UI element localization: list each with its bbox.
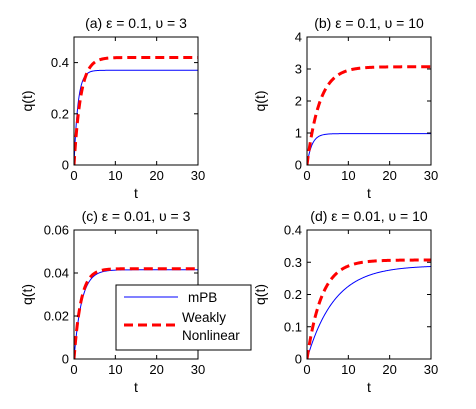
x-tick-label: 20 [149,168,163,183]
y-tick-label: 0.02 [44,309,69,324]
y-tick-label: 0.2 [51,106,69,121]
panel-2: (c) ε = 0.01, υ = 3 0 10 20 30 0 0.02 0.04 0.06 t… [19,208,205,395]
y-tick-label: 2 [295,94,302,109]
x-axis-label: t [367,185,371,201]
series-line-weakly-nonlinear [74,267,198,359]
x-tick-label: 10 [341,168,355,183]
x-tick-label: 10 [341,362,355,377]
x-tick-label: 20 [382,362,396,377]
y-tick-label: 0.4 [51,55,69,70]
y-tick-label: 0.06 [44,223,69,238]
series-line-mpb [74,69,198,165]
y-axis-label: q(t) [252,284,268,305]
panel-title: (c) ε = 0.01, υ = 3 [82,208,191,224]
y-tick-label: 0.4 [284,223,302,238]
x-axis-label: t [367,379,371,395]
x-tick-label: 30 [424,168,438,183]
x-tick-label: 20 [149,362,163,377]
x-tick-label: 30 [191,362,205,377]
x-tick-label: 30 [424,362,438,377]
series-line-weakly-nonlinear [307,65,431,165]
y-tick-label: 0.1 [284,319,302,334]
y-tick-label: 0.3 [284,255,302,270]
series-line-weakly-nonlinear [74,55,198,165]
y-tick-label: 0.2 [284,287,302,302]
legend-label-weakly-nonlinear: Weakly Nonlinear [182,310,240,343]
panel-0: (a) ε = 0.1, υ = 3 0 10 20 30 0 0.2 0.4 t q(t) [19,15,205,201]
y-tick-label: 4 [295,30,302,45]
series-line-mpb [307,266,431,359]
x-tick-label: 0 [70,168,77,183]
y-tick-label: 0 [295,158,302,173]
series-line-mpb [307,133,431,165]
legend-label-mpb: mPB [188,290,217,305]
axes-frame [306,229,432,360]
axes-frame [73,36,199,166]
y-tick-label: 0 [295,352,302,367]
x-tick-label: 10 [108,168,122,183]
y-tick-label: 0 [62,158,69,173]
series-line-weakly-nonlinear [307,258,431,359]
panel-title: (b) ε = 0.1, υ = 10 [314,15,424,31]
x-tick-label: 30 [191,168,205,183]
y-axis-label: q(t) [19,91,35,112]
y-tick-label: 3 [295,62,302,77]
y-tick-label: 1 [295,126,302,141]
y-tick-label: 0 [62,352,69,367]
y-axis-label: q(t) [252,91,268,112]
x-axis-label: t [134,185,138,201]
panel-title: (a) ε = 0.1, υ = 3 [85,15,187,31]
panel-1: (b) ε = 0.1, υ = 10 0 10 20 30 0 1 2 3 4 t q(t) [252,15,438,201]
x-tick-label: 20 [382,168,396,183]
legend: mPB Weakly Nonlinear [115,284,252,351]
x-axis-label: t [134,379,138,395]
x-tick-label: 0 [70,362,77,377]
y-tick-label: 0.04 [44,266,69,281]
axes-frame [306,36,432,166]
panel-title: (d) ε = 0.01, υ = 10 [310,208,428,224]
x-tick-label: 0 [303,168,310,183]
y-axis-label: q(t) [19,284,35,305]
x-tick-label: 10 [108,362,122,377]
x-tick-label: 0 [303,362,310,377]
panel-3: (d) ε = 0.01, υ = 10 0 10 20 30 0 0.1 0.2 0.3 0.4… [252,208,438,395]
legend-box [115,284,252,351]
